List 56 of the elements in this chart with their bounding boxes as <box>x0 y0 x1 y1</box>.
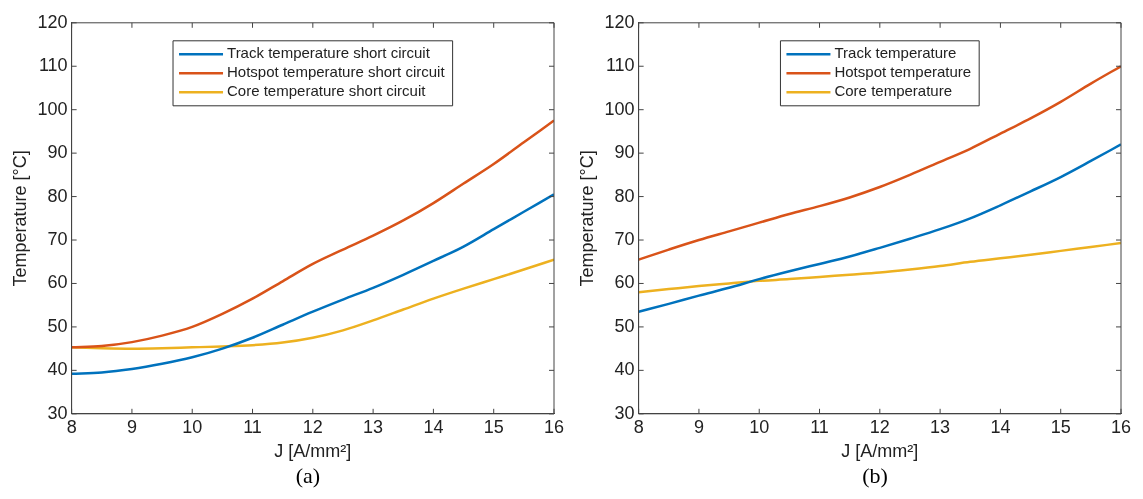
x-tick-label: 14 <box>423 416 444 437</box>
y-tick-label: 80 <box>614 185 635 206</box>
x-tick-label: 8 <box>633 416 644 437</box>
line-series <box>71 258 554 350</box>
y-tick-label: 70 <box>614 228 635 249</box>
y-tick-label: 50 <box>614 315 635 336</box>
y-tick-label: 110 <box>38 55 68 76</box>
line-series <box>71 119 554 349</box>
x-axis-title: J [A/mm²] <box>274 441 352 462</box>
y-tick-label: 110 <box>605 55 635 76</box>
legend-label: Hotspot temperature <box>834 63 972 81</box>
x-tick-label: 13 <box>363 416 384 437</box>
y-tick-label: 90 <box>614 142 635 163</box>
x-tick-label: 9 <box>126 416 137 437</box>
x-tick-label: 10 <box>749 416 770 437</box>
line-series <box>638 143 1121 313</box>
legend-label: Core temperature short circuit <box>227 82 427 100</box>
y-tick-label: 70 <box>47 228 68 249</box>
x-axis-title: J [A/mm²] <box>841 441 919 462</box>
line-series <box>71 193 554 376</box>
y-axis-title: Temperature [°C] <box>576 150 597 287</box>
x-tick-label: 10 <box>182 416 203 437</box>
x-tick-label: 12 <box>869 416 890 437</box>
x-tick-label: 15 <box>1050 416 1071 437</box>
y-tick-label: 120 <box>604 11 635 32</box>
y-axis-title: Temperature [°C] <box>9 150 30 287</box>
y-tick-label: 30 <box>47 402 68 423</box>
x-tick-label: 13 <box>930 416 951 437</box>
x-tick-label: 11 <box>810 416 829 437</box>
legend-label: Track temperature <box>834 44 957 62</box>
y-tick-label: 60 <box>47 272 68 293</box>
legend-label: Hotspot temperature short circuit <box>227 63 446 81</box>
y-tick-label: 60 <box>614 272 635 293</box>
x-tick-label: 9 <box>693 416 704 437</box>
legend-label: Track temperature short circuit <box>227 44 431 62</box>
y-tick-label: 30 <box>614 402 635 423</box>
text: (b) <box>861 463 889 489</box>
y-tick-label: 50 <box>47 315 68 336</box>
x-tick-label: 14 <box>990 416 1011 437</box>
y-tick-label: 40 <box>47 359 68 380</box>
y-tick-label: 100 <box>604 98 635 119</box>
text: (a) <box>294 463 322 489</box>
line-series <box>638 64 1121 261</box>
y-tick-label: 120 <box>37 11 68 32</box>
x-tick-label: 16 <box>1110 416 1132 437</box>
y-tick-label: 40 <box>614 359 635 380</box>
line-series <box>638 241 1121 294</box>
legend-label: Core temperature <box>834 82 953 100</box>
x-tick-label: 16 <box>543 416 565 437</box>
x-tick-label: 15 <box>483 416 504 437</box>
x-tick-label: 11 <box>243 416 262 437</box>
y-tick-label: 80 <box>47 185 68 206</box>
x-tick-label: 12 <box>302 416 323 437</box>
x-tick-label: 8 <box>66 416 77 437</box>
y-tick-label: 90 <box>47 142 68 163</box>
y-tick-label: 100 <box>37 98 68 119</box>
